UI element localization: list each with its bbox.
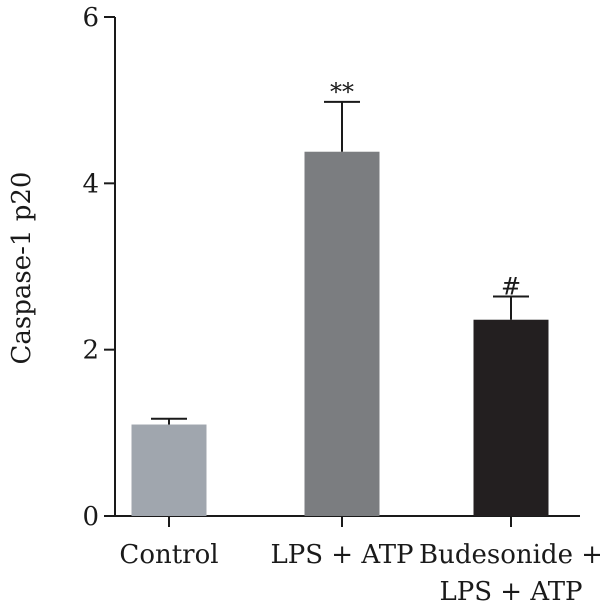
y-tick-label: 2 — [82, 336, 99, 366]
bar — [473, 319, 549, 516]
x-tick-label: Budesonide + LPS + ATP — [419, 540, 600, 607]
x-axis-ticks: Control LPS + ATP Budesonide + LPS + ATP — [119, 516, 600, 607]
y-tick-label: 4 — [82, 169, 99, 199]
bars: ** # — [131, 78, 549, 517]
bar — [131, 424, 207, 516]
error-bar — [493, 295, 529, 320]
y-axis-ticks: 0 2 4 6 — [82, 3, 115, 532]
significance-label: ** — [330, 78, 354, 106]
y-tick-label: 0 — [82, 502, 99, 532]
y-axis-title: Caspase-1 p20 — [7, 172, 37, 365]
x-tick-label: LPS + ATP — [270, 540, 413, 570]
error-bar — [324, 100, 360, 152]
bar — [304, 151, 380, 517]
x-tick-label: Control — [119, 540, 218, 570]
error-bar — [151, 417, 187, 425]
significance-label: # — [501, 272, 521, 300]
y-tick-label: 6 — [82, 3, 99, 33]
